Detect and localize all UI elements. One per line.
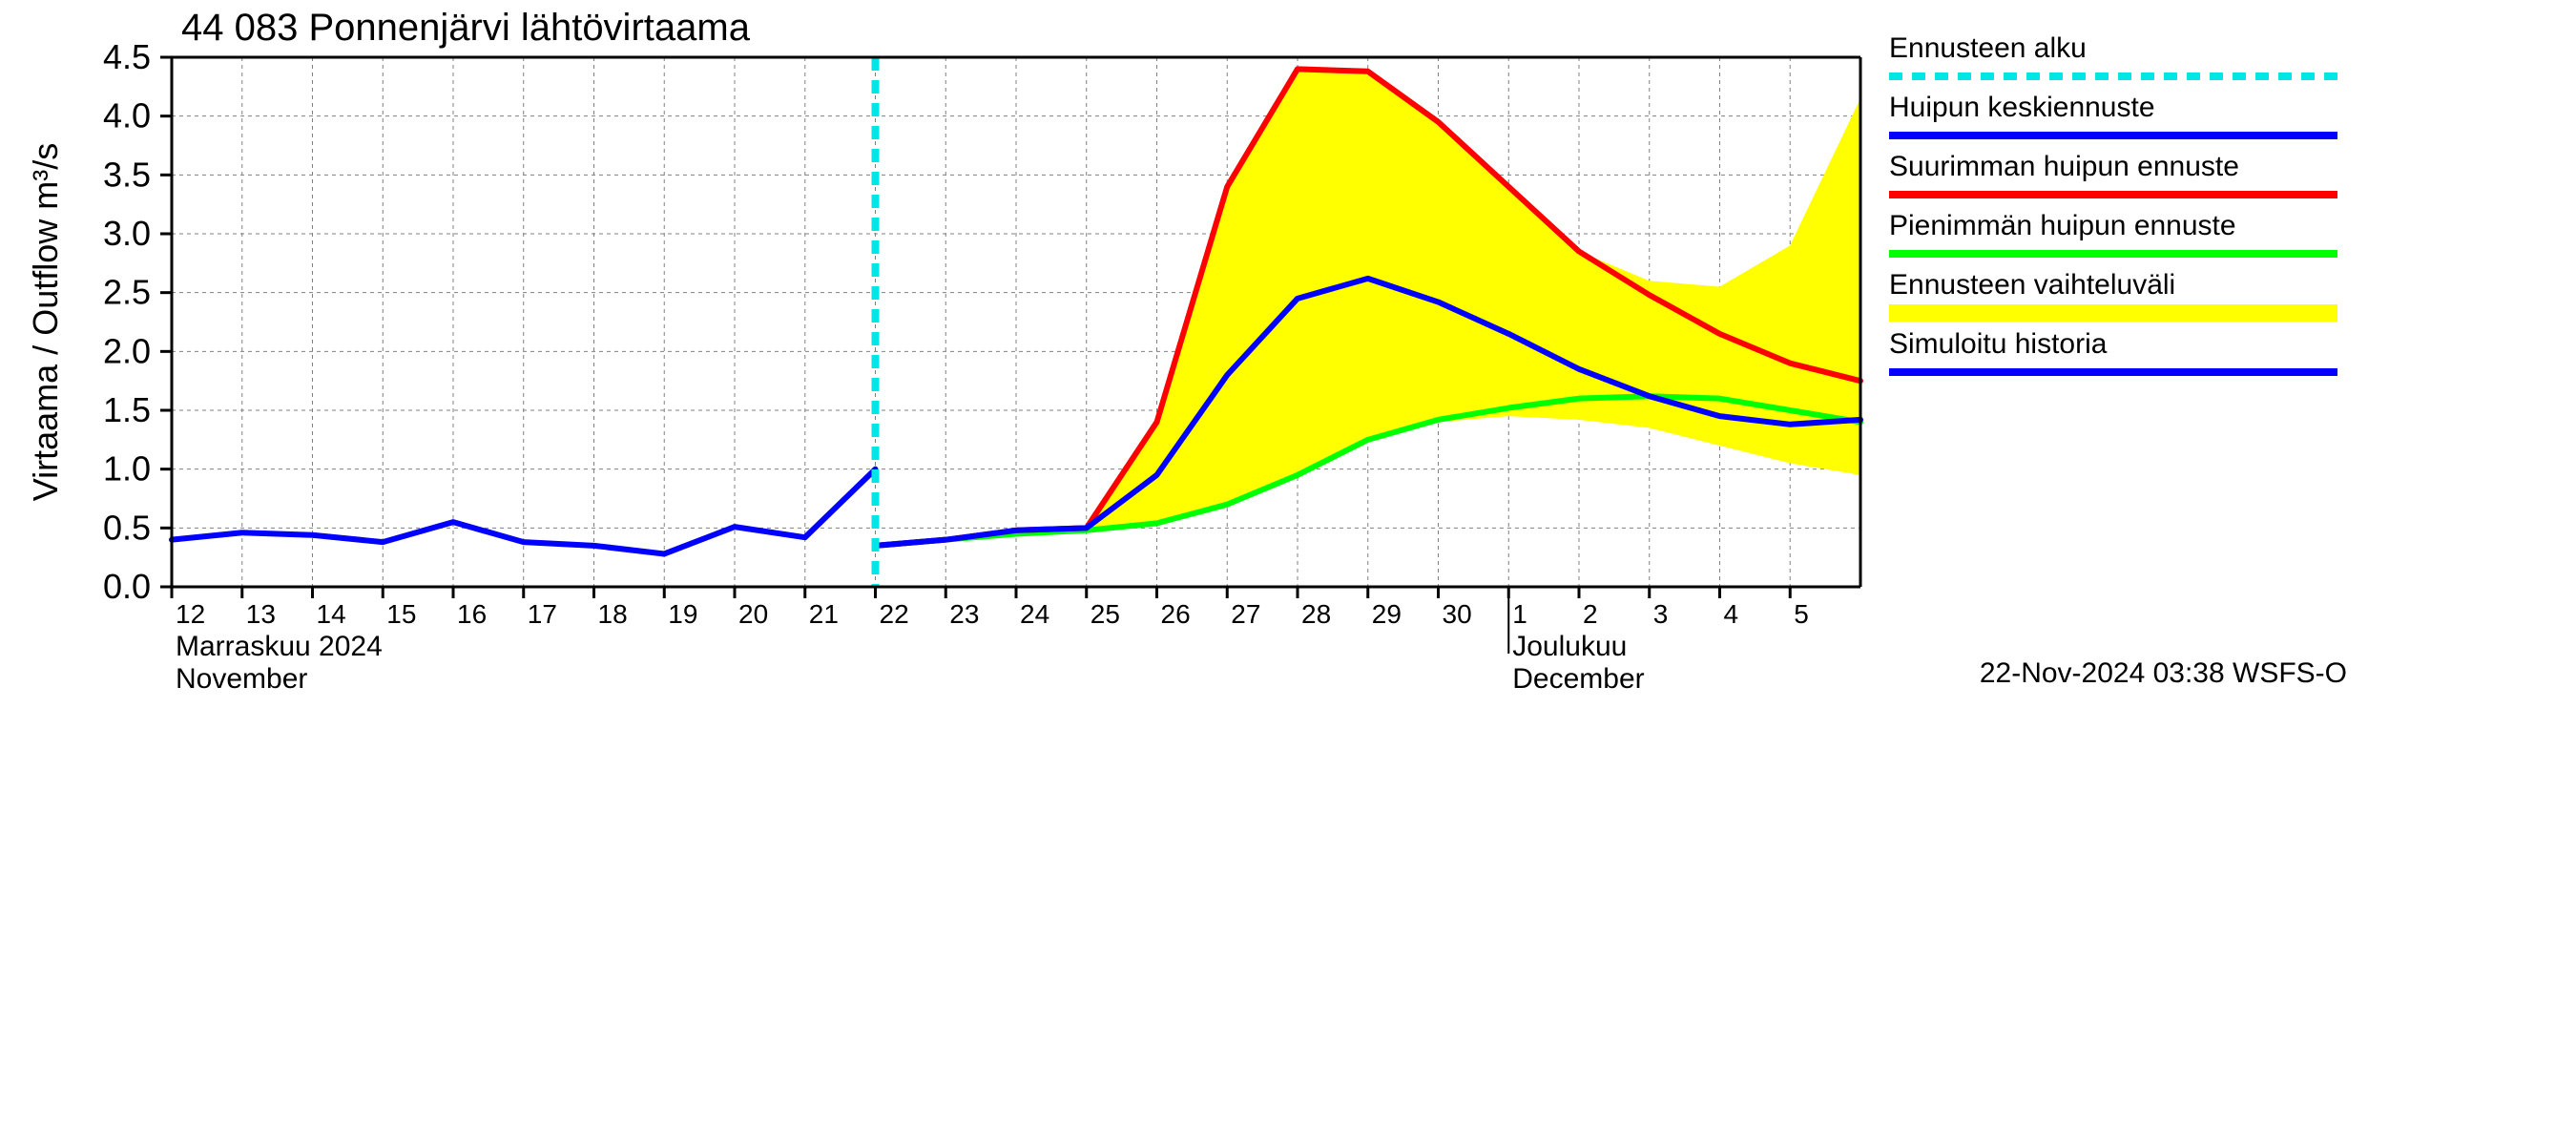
x-tick-label: 17 (528, 599, 557, 629)
month-label-fi: Joulukuu (1512, 631, 1627, 662)
y-tick-label: 4.5 (103, 37, 151, 76)
y-tick-label: 1.5 (103, 390, 151, 429)
x-tick-label: 30 (1443, 599, 1472, 629)
y-tick-label: 3.5 (103, 155, 151, 194)
x-tick-label: 19 (668, 599, 697, 629)
y-tick-label: 0.5 (103, 508, 151, 547)
x-tick-label: 29 (1372, 599, 1402, 629)
legend-label: Huipun keskiennuste (1889, 92, 2155, 123)
x-tick-label: 23 (949, 599, 979, 629)
x-tick-label: 18 (598, 599, 628, 629)
y-axis-label: Virtaama / Outflow m³/s (26, 143, 65, 501)
x-tick-label: 27 (1231, 599, 1260, 629)
x-tick-label: 22 (880, 599, 909, 629)
x-tick-label: 2 (1583, 599, 1598, 629)
legend-label: Ennusteen vaihteluväli (1889, 269, 2175, 301)
x-tick-label: 16 (457, 599, 487, 629)
chart-title: 44 083 Ponnenjärvi lähtövirtaama (181, 7, 751, 49)
legend-label: Pienimmän huipun ennuste (1889, 210, 2236, 241)
x-tick-label: 25 (1091, 599, 1120, 629)
legend-label: Ennusteen alku (1889, 32, 2087, 64)
month-label-en: December (1512, 663, 1644, 695)
legend-label: Suurimman huipun ennuste (1889, 151, 2239, 182)
y-tick-label: 0.0 (103, 567, 151, 606)
month-label-fi: Marraskuu 2024 (176, 631, 383, 662)
x-tick-label: 28 (1301, 599, 1331, 629)
x-tick-label: 13 (246, 599, 276, 629)
x-tick-label: 4 (1724, 599, 1739, 629)
x-tick-label: 26 (1161, 599, 1191, 629)
x-tick-label: 15 (386, 599, 416, 629)
y-tick-label: 1.0 (103, 449, 151, 489)
chart-container: 0.00.51.01.52.02.53.03.54.04.51213141516… (0, 0, 2576, 1145)
month-label-en: November (176, 663, 307, 695)
y-tick-label: 2.5 (103, 273, 151, 312)
x-tick-label: 21 (809, 599, 839, 629)
legend-label: Simuloitu historia (1889, 328, 2108, 360)
y-tick-label: 2.0 (103, 331, 151, 370)
x-tick-label: 20 (738, 599, 768, 629)
x-tick-label: 12 (176, 599, 205, 629)
x-tick-label: 1 (1512, 599, 1527, 629)
y-tick-label: 3.0 (103, 214, 151, 253)
y-tick-label: 4.0 (103, 96, 151, 135)
x-tick-label: 5 (1794, 599, 1809, 629)
footer-timestamp: 22-Nov-2024 03:38 WSFS-O (1980, 657, 2347, 689)
x-tick-label: 3 (1653, 599, 1669, 629)
outflow-chart: 0.00.51.01.52.02.53.03.54.04.51213141516… (0, 0, 2576, 1145)
x-tick-label: 14 (317, 599, 346, 629)
x-tick-label: 24 (1020, 599, 1049, 629)
